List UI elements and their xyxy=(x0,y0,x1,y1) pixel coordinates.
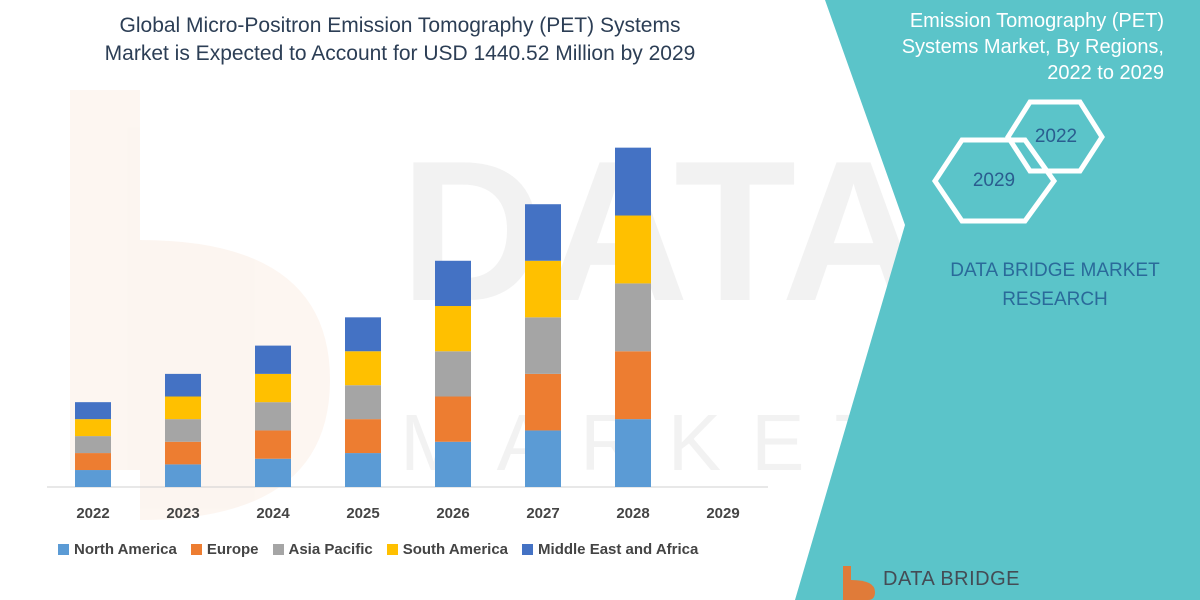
hexagon-2029 xyxy=(931,137,1058,224)
hex-label-2029: 2029 xyxy=(972,170,1016,191)
bar-2023-asia-pacific xyxy=(165,419,201,442)
bar-2022-south-america xyxy=(75,419,111,437)
bar-2023-north-america xyxy=(165,464,201,487)
bar-2024-middle-east-and-africa xyxy=(255,345,291,374)
bar-2027-asia-pacific xyxy=(525,317,561,374)
logo-text: DATA BRIDGE xyxy=(883,568,1021,590)
x-tick-label: 2026 xyxy=(436,505,469,522)
brand-name-line-2: RESEARCH xyxy=(1002,289,1108,310)
bar-2022-north-america xyxy=(75,470,111,487)
side-panel-title-line-3: 2022 to 2029 xyxy=(1047,62,1164,84)
bar-2026-south-america xyxy=(435,306,471,352)
bar-2027-middle-east-and-africa xyxy=(525,204,561,261)
bar-2024-asia-pacific xyxy=(255,402,291,431)
legend-swatch xyxy=(522,544,534,555)
brand-name: DATA BRIDGE MARKET RESEARCH xyxy=(930,256,1180,314)
legend-item: South America xyxy=(386,541,509,558)
bar-2025-middle-east-and-africa xyxy=(345,317,381,352)
bar-2026-north-america xyxy=(435,441,471,487)
bar-2028-middle-east-and-africa xyxy=(615,147,651,216)
x-tick-label: 2023 xyxy=(166,505,199,522)
bar-2025-asia-pacific xyxy=(345,385,381,420)
bar-2028-north-america xyxy=(615,419,651,487)
x-tick-label: 2028 xyxy=(616,505,649,522)
legend-swatch xyxy=(272,544,284,555)
bar-2023-middle-east-and-africa xyxy=(165,373,201,397)
legend-item: Europe xyxy=(190,541,259,558)
x-tick-label: 2024 xyxy=(256,505,290,522)
legend-item: North America xyxy=(58,541,177,558)
logo-icon xyxy=(843,566,875,600)
legend-label: North America xyxy=(74,541,177,558)
bar-2027-europe xyxy=(525,373,561,431)
stacked-bar-chart: 2022 2023 2024 2025 2026 2027 2028 2029 xyxy=(47,147,768,522)
legend-label: Europe xyxy=(206,541,259,558)
chart-title-line-2: Market is Expected to Account for USD 14… xyxy=(104,42,696,65)
bar-2028-europe xyxy=(615,351,651,420)
x-tick-label: 2027 xyxy=(526,505,559,522)
bar-2027-south-america xyxy=(525,260,561,318)
bar-2026-europe xyxy=(435,396,471,442)
x-tick-label: 2022 xyxy=(76,505,109,522)
bar-2023-europe xyxy=(165,441,201,465)
bar-2024-south-america xyxy=(255,373,291,403)
bar-2025-north-america xyxy=(345,453,381,487)
legend-label: Middle East and Africa xyxy=(538,541,699,558)
legend-swatch xyxy=(58,544,69,555)
chart-title-line-1: Global Micro-Positron Emission Tomograph… xyxy=(119,14,681,37)
legend-swatch xyxy=(386,544,398,555)
legend-swatch xyxy=(190,544,202,555)
bar-2023-south-america xyxy=(165,396,201,420)
bar-2027-north-america xyxy=(525,430,561,487)
side-panel-title: Emission Tomography (PET) Systems Market… xyxy=(834,8,1164,86)
bar-2022-europe xyxy=(75,453,111,471)
side-panel-title-line-2: Systems Market, By Regions, xyxy=(901,36,1164,58)
bar-2025-south-america xyxy=(345,351,381,386)
bar-2024-north-america xyxy=(255,458,291,487)
chart-title: Global Micro-Positron Emission Tomograph… xyxy=(30,12,770,68)
legend-item: Asia Pacific xyxy=(272,541,373,558)
side-panel-title-line-1: Emission Tomography (PET) xyxy=(909,10,1164,32)
x-tick-label: 2029 xyxy=(706,505,739,522)
legend-label: South America xyxy=(402,541,509,558)
bar-2028-asia-pacific xyxy=(615,283,651,352)
bar-2026-asia-pacific xyxy=(435,351,471,397)
hexagon-2022 xyxy=(1005,99,1105,174)
hex-label-2022: 2022 xyxy=(1034,126,1078,147)
bar-2025-europe xyxy=(345,419,381,454)
brand-name-line-1: DATA BRIDGE MARKET xyxy=(950,260,1160,281)
legend-label: Asia Pacific xyxy=(288,541,373,558)
bar-2028-south-america xyxy=(615,215,651,284)
legend-item: Middle East and Africa xyxy=(522,541,698,558)
bar-2024-europe xyxy=(255,430,291,459)
bar-2026-middle-east-and-africa xyxy=(435,260,471,307)
side-panel xyxy=(795,0,1200,600)
chart-legend: North America Europe Asia Pacific South Ame… xyxy=(58,541,698,558)
x-tick-label: 2025 xyxy=(346,505,379,522)
bar-2022-middle-east-and-africa xyxy=(75,402,111,420)
bar-2022-asia-pacific xyxy=(75,436,111,454)
